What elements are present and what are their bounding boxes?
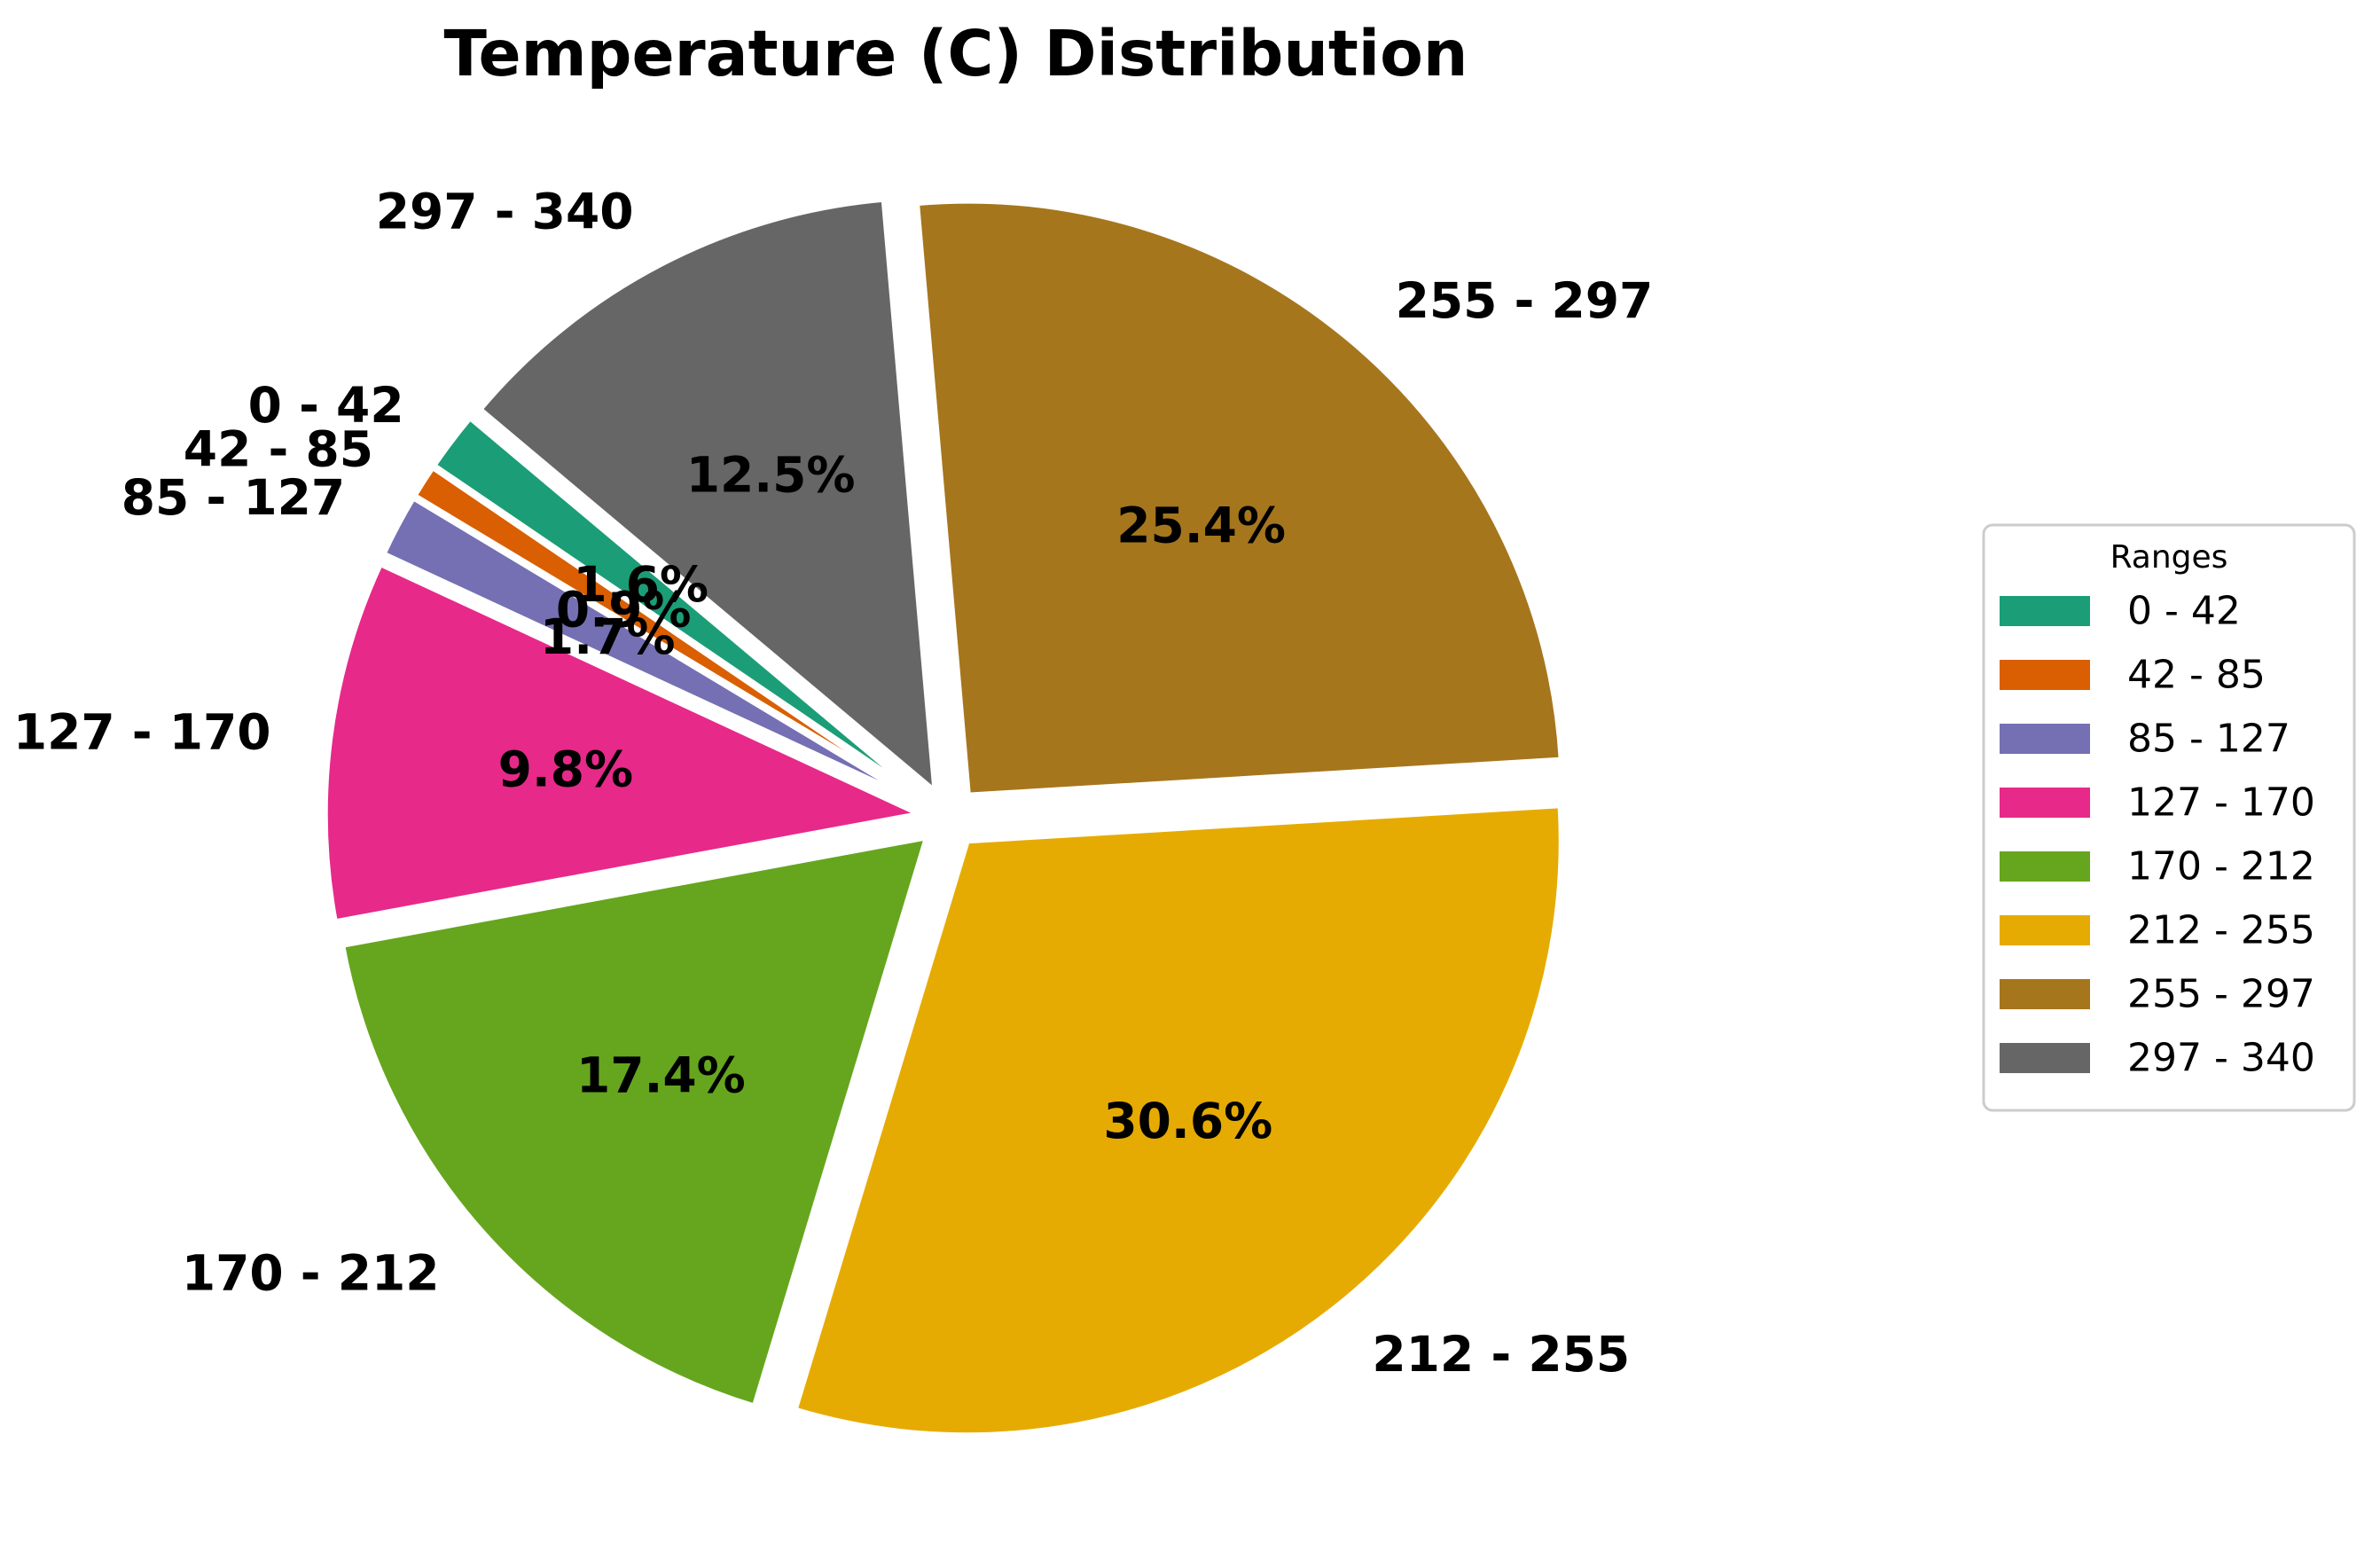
legend-swatch: [2000, 660, 2090, 690]
slice-label: 170 - 212: [182, 1245, 440, 1302]
chart-title: Temperature (C) Distribution: [444, 17, 1468, 90]
legend-swatch: [2000, 596, 2090, 626]
slice-label: 297 - 340: [376, 183, 634, 239]
legend-label: 42 - 85: [2127, 653, 2266, 698]
pie-slice: [792, 803, 1564, 1438]
percent-label: 12.5%: [686, 447, 856, 504]
legend-swatch: [2000, 851, 2090, 882]
slice-label: 255 - 297: [1396, 272, 1654, 329]
pie-slice: [380, 495, 926, 807]
legend-swatch: [2000, 724, 2090, 754]
legend-items: 0 - 42 42 - 85 85 - 127 127 - 170 170 - 212 2…: [2000, 589, 2315, 1081]
legend-swatch: [2000, 915, 2090, 945]
percent-label: 0.9%: [556, 581, 692, 638]
percent-label: 30.6%: [1103, 1093, 1272, 1149]
percent-label: 25.4%: [1116, 497, 1286, 553]
slice-label: 42 - 85: [184, 421, 373, 478]
pie-slice: [322, 561, 922, 925]
pie-slices: [322, 196, 1564, 1438]
legend-label: 170 - 212: [2127, 844, 2315, 890]
slice-label: 0 - 42: [248, 377, 404, 434]
percent-labels: 1.6%0.9%1.7% 9.8% 17.4% 30.6% 25.4% 12.5%: [498, 447, 1286, 1149]
pie-slice: [340, 835, 930, 1409]
legend-swatch: [2000, 979, 2090, 1009]
legend-label: 0 - 42: [2127, 589, 2241, 634]
pie-slice: [914, 198, 1564, 798]
slice-label: 212 - 255: [1372, 1326, 1630, 1383]
slice-label: 85 - 127: [121, 469, 345, 526]
percent-label: 9.8%: [498, 741, 634, 797]
legend: Ranges 0 - 42 42 - 85 85 - 127 127 - 170 170…: [1982, 523, 2356, 1112]
slice-label: 127 - 170: [13, 703, 271, 760]
legend-swatch: [2000, 1043, 2090, 1073]
legend-label: 255 - 297: [2127, 972, 2315, 1017]
legend-swatch: [2000, 788, 2090, 818]
percent-label: 17.4%: [576, 1047, 746, 1103]
legend-label: 127 - 170: [2127, 780, 2315, 826]
legend-label: 212 - 255: [2127, 908, 2315, 953]
legend-label: 297 - 340: [2127, 1036, 2315, 1081]
legend-title: Ranges: [2110, 539, 2228, 576]
pie-slice: [477, 196, 938, 795]
percent-label: 1.7%: [540, 608, 676, 665]
percent-label: 1.6%: [573, 556, 709, 613]
legend-label: 85 - 127: [2127, 717, 2290, 762]
